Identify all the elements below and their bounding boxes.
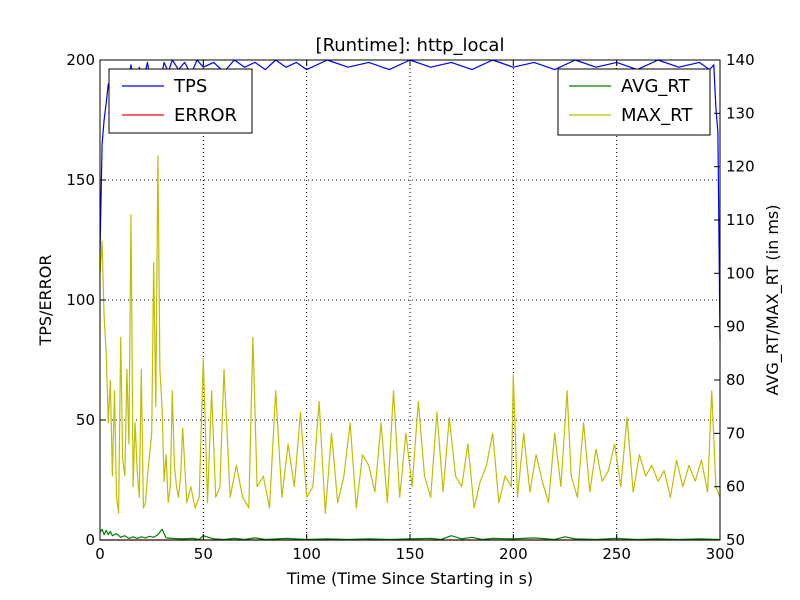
legend-left: TPS ERROR [108,68,253,134]
legend-tps-label: TPS [173,76,207,97]
y-right-tick-label: 130 [726,104,755,122]
x-tick-label: 200 [499,545,528,563]
chart-title: [Runtime]: http_local [316,35,505,56]
legend-error-label: ERROR [174,105,237,126]
y-right-tick-label: 60 [726,478,745,496]
y-left-tick-label: 50 [76,411,95,429]
y-right-tick-label: 80 [726,371,745,389]
tick-layer: 0 50 100 150 200 250 300 0 50 100 150 200 50 60 70 80 90… [66,51,754,563]
x-tick-label: 250 [602,545,631,563]
y-right-tick-label: 110 [726,211,755,229]
x-tick-label: 100 [292,545,321,563]
x-axis-label: Time (Time Since Starting in s) [286,569,533,588]
x-tick-label: 50 [194,545,213,563]
legend-left-box [108,68,253,134]
y-left-tick-label: 0 [85,531,95,549]
series-line-max-rt [99,155,721,514]
y-right-tick-label: 120 [726,158,755,176]
y-right-tick-label: 140 [726,51,755,69]
y-left-tick-label: 100 [66,291,95,309]
legend-right: AVG_RT MAX_RT [557,68,711,136]
x-tick-label: 0 [95,545,105,563]
y-axis-right-label: AVG_RT/MAX_RT (in ms) [763,205,783,396]
x-tick-label: 300 [706,545,735,563]
legend-right-box [557,68,711,136]
y-left-tick-label: 200 [66,51,95,69]
legend-max-rt-label: MAX_RT [621,105,693,126]
y-axis-left-label: TPS/ERROR [36,254,55,346]
y-left-tick-label: 150 [66,171,95,189]
y-right-tick-label: 90 [726,318,745,336]
y-right-tick-label: 50 [726,531,745,549]
y-right-tick-label: 70 [726,424,745,442]
grid-layer [100,60,720,540]
y-right-tick-label: 100 [726,264,755,282]
x-tick-label: 150 [396,545,425,563]
legend-avg-rt-label: AVG_RT [621,76,691,97]
